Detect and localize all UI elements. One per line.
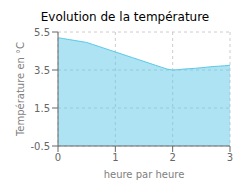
svg-text:5.5: 5.5 bbox=[34, 27, 50, 38]
svg-text:Température en °C: Température en °C bbox=[15, 42, 26, 137]
svg-text:heure par heure: heure par heure bbox=[104, 169, 185, 180]
svg-text:3.5: 3.5 bbox=[34, 65, 50, 76]
svg-text:0: 0 bbox=[55, 152, 61, 163]
svg-text:-0.5: -0.5 bbox=[30, 141, 50, 152]
svg-text:3: 3 bbox=[227, 152, 233, 163]
html-text:Evolution de la température: Evolution de la température bbox=[40, 10, 210, 24]
svg-text:2: 2 bbox=[169, 152, 175, 163]
svg-text:1: 1 bbox=[112, 152, 118, 163]
svg-text:1.5: 1.5 bbox=[34, 103, 50, 114]
